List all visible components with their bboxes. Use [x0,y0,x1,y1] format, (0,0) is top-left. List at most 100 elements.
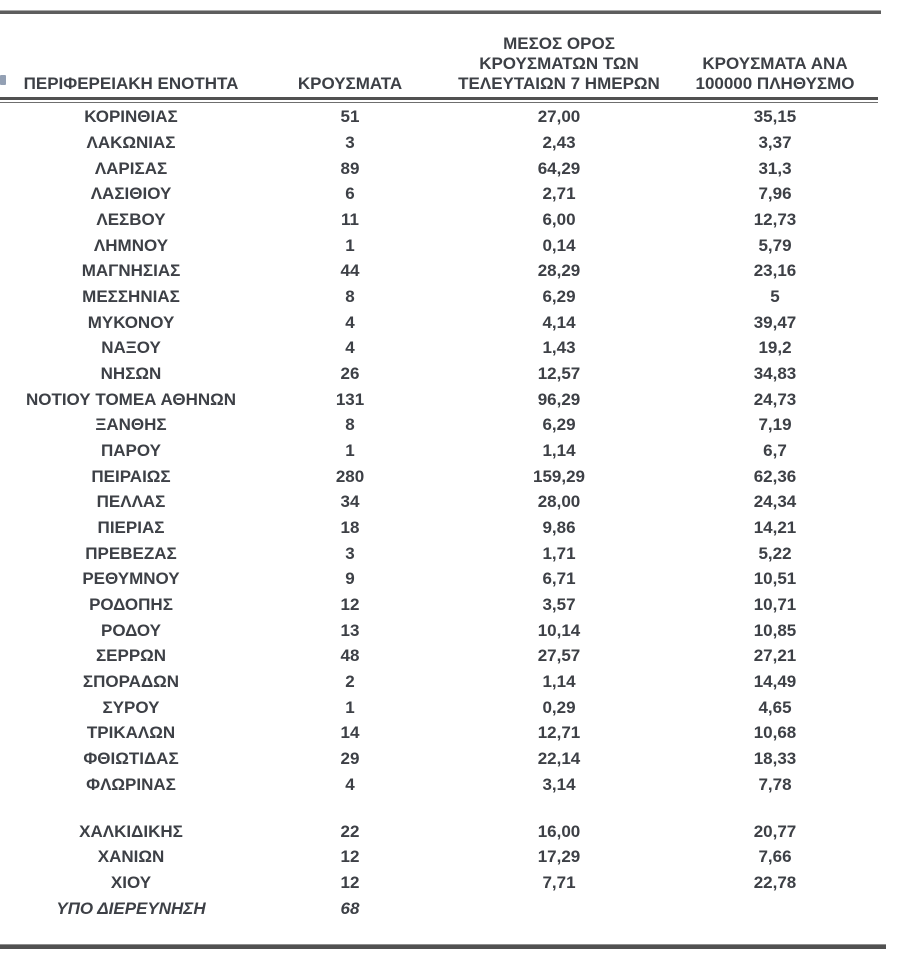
cell-per100k: 18,33 [753,749,797,769]
cell-region: ΦΘΙΩΤΙΔΑΣ [83,749,179,769]
cell-per100k: 6,7 [763,441,787,461]
cell-per100k: 14,21 [753,518,797,538]
cell-cases: 89 [340,158,360,178]
table-row: ΚΟΡΙΝΘΙΑΣ 51 27,00 35,15 [0,104,870,130]
cell-avg7: 0,29 [542,697,576,717]
cell-avg7: 27,57 [537,646,581,666]
table-row: ΧΑΝΙΩΝ 12 17,29 7,66 [0,844,870,870]
table-row: ΦΛΩΡΙΝΑΣ 4 3,14 7,78 [0,771,870,797]
cell-per100k: 10,71 [753,595,797,615]
cell-cases: 6 [345,184,355,204]
cell-region: ΣΕΡΡΩΝ [95,646,167,666]
cell-region: ΝΟΤΙΟΥ ΤΟΜΕΑ ΑΘΗΝΩΝ [25,389,237,409]
cell-region: ΠΑΡΟΥ [101,441,161,461]
cell-cases: 8 [345,415,355,435]
header-double-rule-top [0,97,878,100]
cell-avg7: 6,29 [542,287,576,307]
table-row: ΧΑΛΚΙΔΙΚΗΣ 22 16,00 20,77 [0,818,870,844]
cell-avg7: 1,71 [542,543,576,563]
cell-avg7: 12,71 [537,723,581,743]
cell-cases: 9 [345,569,355,589]
table-row: ΝΟΤΙΟΥ ΤΟΜΕΑ ΑΘΗΝΩΝ 131 96,29 24,73 [0,386,870,412]
cell-region: ΞΑΝΘΗΣ [95,415,167,435]
cell-per100k: 35,15 [753,107,797,127]
cell-avg7: 1,14 [542,672,576,692]
cell-avg7: 159,29 [533,466,585,486]
table-row: ΛΑΡΙΣΑΣ 89 64,29 31,3 [0,155,870,181]
table-row: ΦΘΙΩΤΙΔΑΣ 29 22,14 18,33 [0,746,870,772]
table-row: ΛΑΣΙΘΙΟΥ 6 2,71 7,96 [0,181,870,207]
cell-cases: 13 [340,620,360,640]
cell-per100k: 34,83 [753,364,797,384]
cell-region: ΜΑΓΝΗΣΙΑΣ [81,261,181,281]
cell-region: ΤΡΙΚΑΛΩΝ [86,723,176,743]
cell-avg7: 3,57 [542,595,576,615]
cell-per100k: 23,16 [753,261,797,281]
column-header-region-label: ΠΕΡΙΦΕΡΕΙΑΚΗ ΕΝΟΤΗΤΑ [23,74,239,93]
cell-avg7: 12,57 [537,364,581,384]
cell-region: ΛΑΡΙΣΑΣ [94,158,168,178]
table-row: ΛΕΣΒΟΥ 11 6,00 12,73 [0,207,870,233]
cell-cases: 48 [340,646,360,666]
cell-per100k: 7,66 [758,847,792,867]
cell-region: ΜΕΣΣΗΝΙΑΣ [82,287,180,307]
cell-region: ΠΙΕΡΙΑΣ [97,518,165,538]
cell-region: ΛΑΚΩΝΙΑΣ [86,132,176,152]
cell-avg7: 1,43 [542,338,576,358]
cell-per100k: 5 [770,287,780,307]
cell-per100k: 24,34 [753,492,797,512]
cell-avg7: 2,71 [542,184,576,204]
cell-per100k: 5,22 [758,543,792,563]
cell-avg7: 17,29 [537,847,581,867]
cell-avg7: 2,43 [542,132,576,152]
table-row: ΜΕΣΣΗΝΙΑΣ 8 6,29 5 [0,284,870,310]
cell-cases: 4 [345,338,355,358]
cell-region: ΠΡΕΒΕΖΑΣ [85,543,177,563]
cell-cases: 44 [340,261,360,281]
column-header-per100k-line2: 100000 ΠΛΗΘΥΣΜΟ [695,74,855,93]
cell-cases: 12 [340,847,360,867]
cell-region: ΜΥΚΟΝΟΥ [87,312,175,332]
table-row: ΜΥΚΟΝΟΥ 4 4,14 39,47 [0,309,870,335]
table-row: ΛΗΜΝΟΥ 1 0,14 5,79 [0,232,870,258]
table-row: ΥΠΟ ΔΙΕΡΕΥΝΗΣΗ 68 [0,896,870,922]
cell-cases: 8 [345,287,355,307]
cell-cases: 12 [340,595,360,615]
cell-region: ΛΗΜΝΟΥ [93,235,169,255]
cell-per100k: 7,19 [758,415,792,435]
cell-cases: 11 [341,210,359,229]
cell-cases: 68 [340,898,360,918]
column-header-per100k: ΚΡΟΥΣΜΑΤΑ ΑΝΑ 100000 ΠΛΗΘΥΣΜΟ [680,54,870,96]
cell-region: ΥΠΟ ΔΙΕΡΕΥΝΗΣΗ [56,898,206,918]
cell-per100k: 19,2 [758,338,792,358]
cell-per100k: 4,65 [758,697,792,717]
cell-avg7: 4,14 [542,312,576,332]
cell-avg7: 64,29 [537,158,581,178]
table-row: ΧΙΟΥ 12 7,71 22,78 [0,870,870,896]
table-row: ΡΕΘΥΜΝΟΥ 9 6,71 10,51 [0,566,870,592]
cell-per100k: 10,51 [753,569,797,589]
cell-cases: 26 [340,364,360,384]
cell-cases: 4 [345,312,355,332]
cell-per100k: 27,21 [753,646,797,666]
table-row: ΠΡΕΒΕΖΑΣ 3 1,71 5,22 [0,540,870,566]
bottom-rule [0,944,886,949]
cell-cases: 51 [340,107,360,127]
cell-region: ΧΙΟΥ [110,873,152,893]
column-header-per100k-line1: ΚΡΟΥΣΜΑΤΑ ΑΝΑ [702,54,848,73]
cell-avg7: 10,14 [537,620,581,640]
column-header-avg7-line3: ΤΕΛΕΥΤΑΙΩΝ 7 ΗΜΕΡΩΝ [458,74,660,93]
cell-cases: 280 [335,466,365,486]
cell-per100k: 22,78 [753,873,797,893]
cell-avg7: 96,29 [537,389,581,409]
cell-per100k: 10,68 [753,723,797,743]
cell-per100k: 10,85 [753,620,797,640]
column-header-avg7-line1: ΜΕΣΟΣ ΟΡΟΣ [503,34,615,53]
table-row: ΡΟΔΟΠΗΣ 12 3,57 10,71 [0,592,870,618]
table-row: ΣΠΟΡΑΔΩΝ 2 1,14 14,49 [0,669,870,695]
cell-cases: 1 [345,235,355,255]
cell-cases: 1 [345,697,355,717]
cell-per100k: 5,79 [758,235,792,255]
top-rule [0,10,881,14]
